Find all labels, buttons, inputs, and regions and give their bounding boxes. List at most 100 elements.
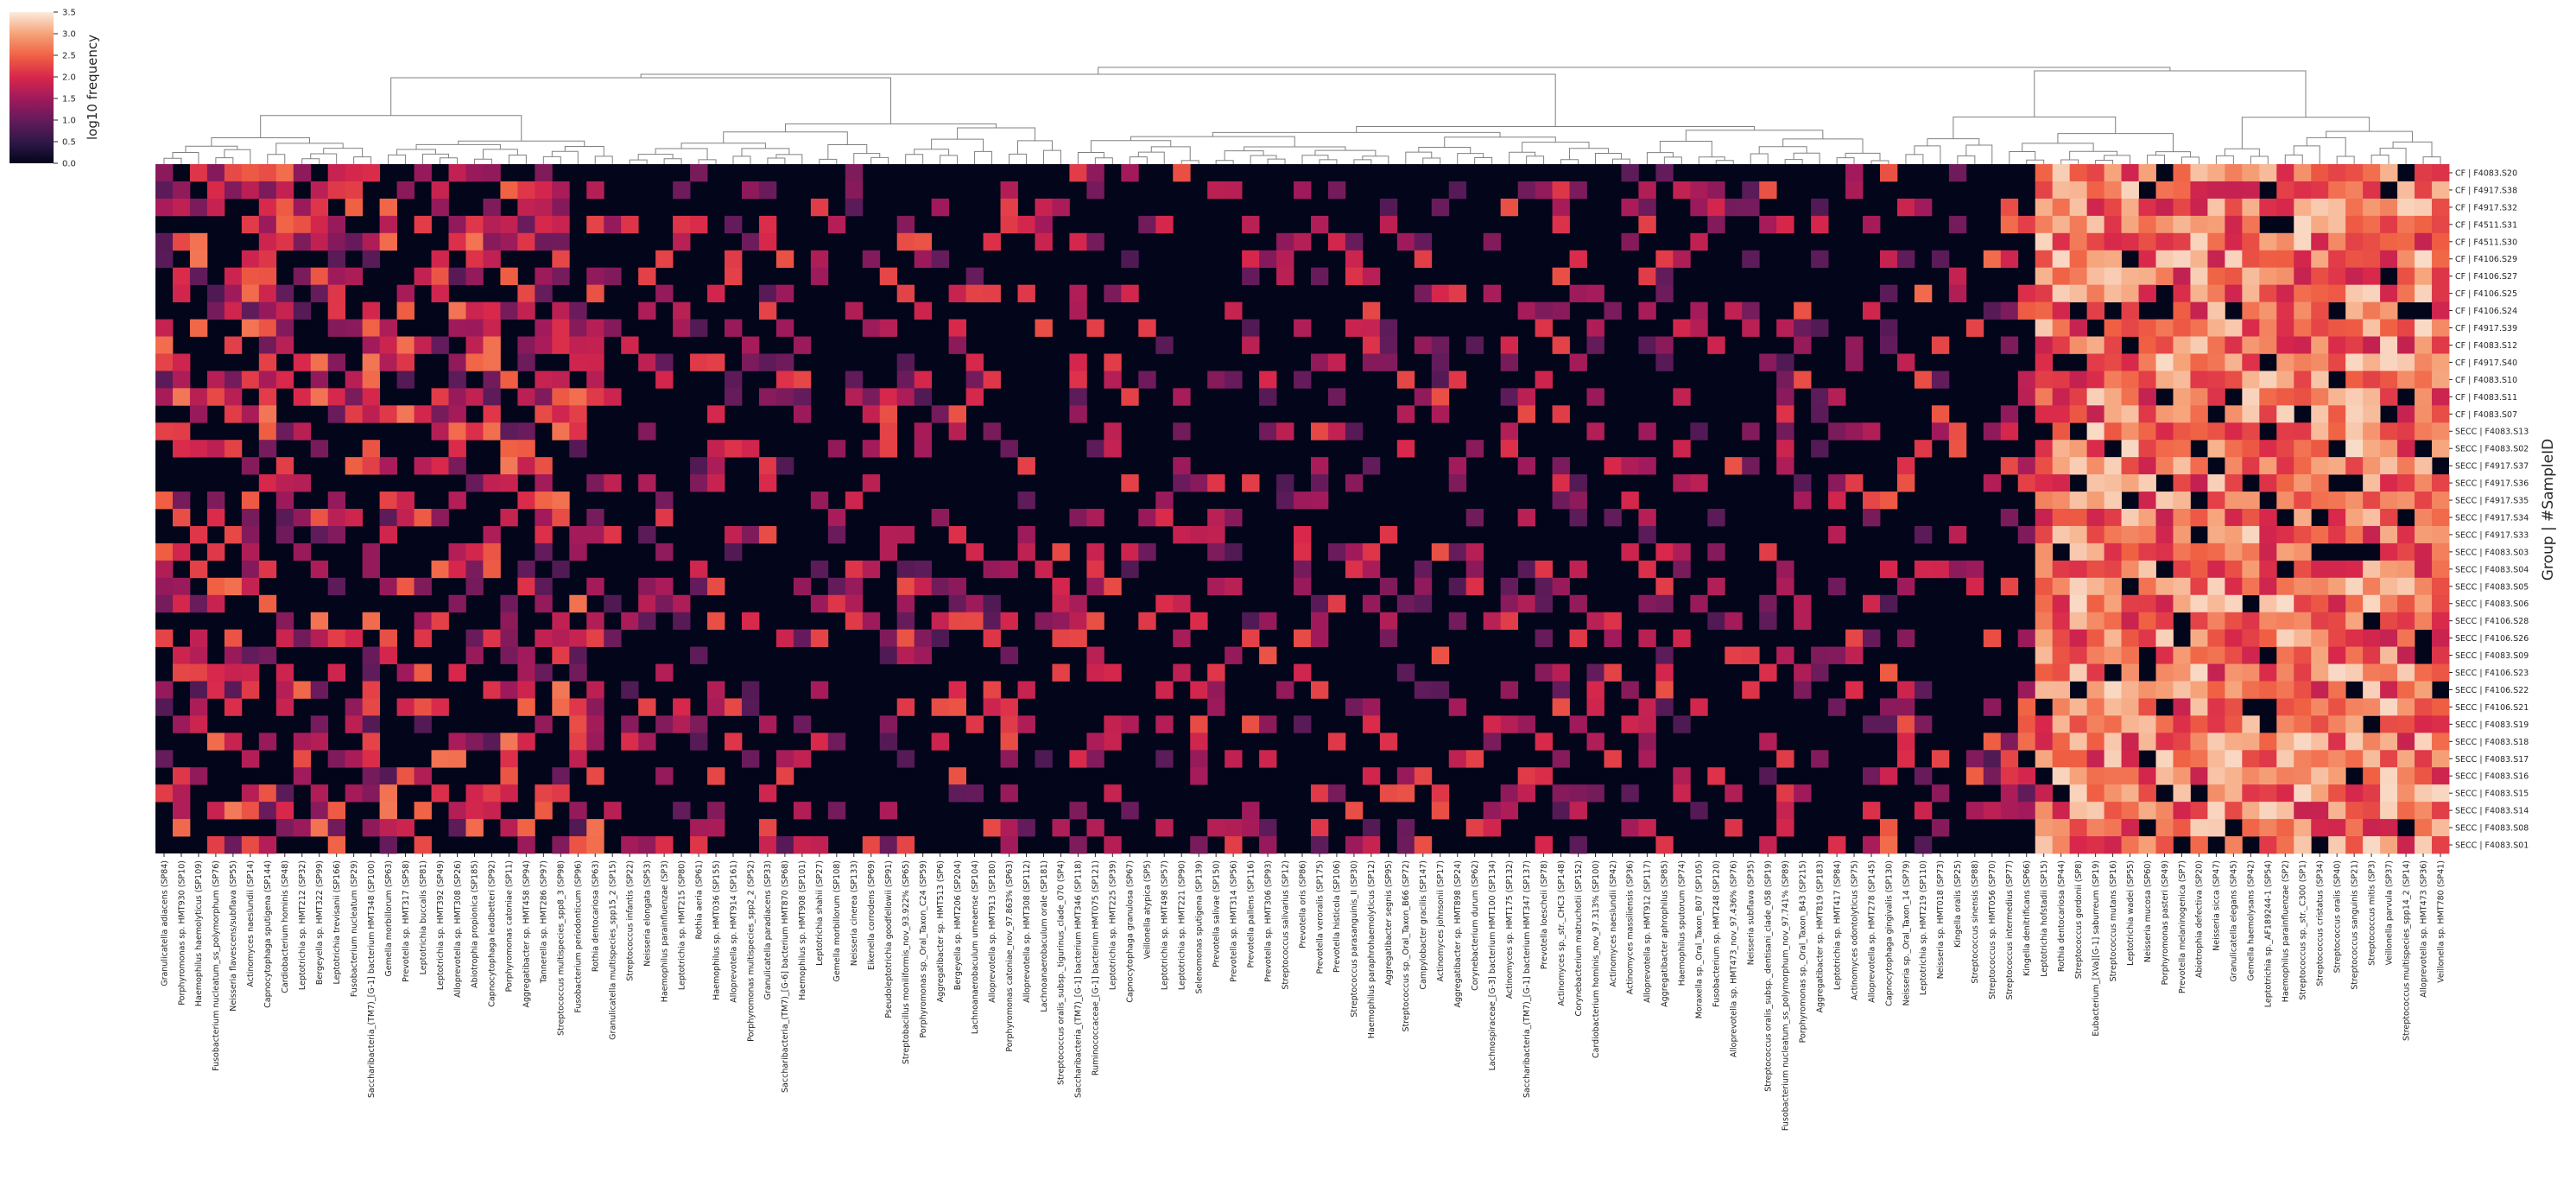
heatmap-cell bbox=[224, 525, 243, 544]
heatmap-cell bbox=[1500, 198, 1519, 217]
heatmap-cell bbox=[206, 164, 225, 182]
heatmap-cell bbox=[1707, 336, 1725, 354]
heatmap-cell bbox=[2242, 819, 2260, 837]
heatmap-cell bbox=[2173, 284, 2191, 302]
heatmap-cell bbox=[2086, 422, 2104, 441]
heatmap-cell bbox=[1294, 232, 1312, 251]
heatmap-cell bbox=[241, 560, 260, 579]
heatmap-cell bbox=[327, 836, 346, 854]
heatmap-cell bbox=[275, 698, 294, 716]
heatmap-cell bbox=[2294, 836, 2312, 854]
heatmap-cell bbox=[2242, 560, 2260, 579]
heatmap-cell bbox=[2173, 422, 2191, 441]
heatmap-cell bbox=[310, 802, 329, 820]
column-label: Aggregatibacter sp. HMT898 (SP24) bbox=[1453, 860, 1463, 1007]
heatmap-cell bbox=[2104, 181, 2122, 200]
heatmap-cell bbox=[2017, 215, 2036, 234]
heatmap-cell bbox=[879, 319, 898, 337]
heatmap-cell bbox=[379, 492, 397, 510]
heatmap-cell bbox=[483, 474, 501, 492]
heatmap-cell bbox=[1017, 542, 1035, 561]
heatmap-cell bbox=[1759, 594, 1777, 613]
heatmap-cell bbox=[2363, 646, 2381, 664]
heatmap-cell bbox=[758, 715, 777, 733]
heatmap-cell bbox=[2017, 457, 2036, 475]
heatmap-cell bbox=[327, 250, 346, 269]
heatmap-cell bbox=[948, 698, 966, 716]
heatmap-cell bbox=[2225, 612, 2243, 631]
heatmap-cell bbox=[2259, 612, 2277, 631]
heatmap-cell bbox=[1776, 422, 1794, 441]
heatmap-cell bbox=[258, 232, 277, 251]
heatmap-cell bbox=[1310, 267, 1329, 286]
heatmap-cell bbox=[1069, 750, 1087, 768]
heatmap-cell bbox=[1173, 164, 1191, 182]
column-label: Fusobacterium nucleatum (SP29) bbox=[350, 860, 359, 997]
heatmap-cell bbox=[569, 594, 587, 613]
heatmap-cell bbox=[155, 577, 174, 596]
heatmap-cell bbox=[2415, 405, 2433, 423]
dendrogram-link bbox=[775, 154, 803, 164]
heatmap-cell bbox=[1863, 422, 1881, 441]
heatmap-cell bbox=[2069, 525, 2088, 544]
heatmap-cell bbox=[2207, 715, 2225, 733]
heatmap-cell bbox=[172, 440, 191, 458]
heatmap-cell bbox=[362, 336, 381, 354]
heatmap-cell bbox=[2380, 698, 2398, 716]
heatmap-cell bbox=[1259, 371, 1277, 389]
heatmap-cell bbox=[758, 301, 777, 320]
heatmap-cell bbox=[2432, 422, 2450, 441]
heatmap-cell bbox=[2276, 371, 2294, 389]
heatmap-cell bbox=[914, 560, 933, 579]
heatmap-cell bbox=[2173, 164, 2191, 182]
column-label: Cardiobacterium hominis_nov_97.313% (SP1… bbox=[1592, 860, 1601, 1058]
heatmap-cell bbox=[2155, 612, 2174, 631]
heatmap-cell bbox=[2035, 784, 2054, 803]
heatmap-cell bbox=[275, 284, 294, 302]
heatmap-cell bbox=[569, 698, 587, 716]
heatmap-cell bbox=[172, 353, 191, 371]
heatmap-cell bbox=[2311, 733, 2329, 751]
heatmap-cell bbox=[206, 594, 225, 613]
heatmap-cell bbox=[896, 371, 915, 389]
heatmap-cell bbox=[258, 215, 277, 234]
dendrogram-link bbox=[1215, 160, 1234, 164]
heatmap-cell bbox=[1914, 440, 1933, 458]
heatmap-cell bbox=[379, 525, 397, 544]
heatmap-cell bbox=[2432, 525, 2450, 544]
dendrogram-link bbox=[1137, 151, 1165, 164]
heatmap-cell bbox=[1294, 319, 1312, 337]
heatmap-cell bbox=[1552, 577, 1570, 596]
heatmap-cell bbox=[1673, 181, 1691, 200]
heatmap-cell bbox=[2086, 681, 2104, 699]
heatmap-cell bbox=[2397, 284, 2415, 302]
heatmap-cell bbox=[2345, 560, 2364, 579]
heatmap-cell bbox=[2415, 750, 2433, 768]
heatmap-cell bbox=[2173, 577, 2191, 596]
heatmap-cell bbox=[1725, 198, 1743, 217]
heatmap-cell bbox=[741, 336, 760, 354]
heatmap-cell bbox=[1552, 181, 1570, 200]
heatmap-cell bbox=[310, 715, 329, 733]
heatmap-cell bbox=[2276, 232, 2294, 251]
heatmap-cell bbox=[2104, 474, 2122, 492]
dendrogram-link bbox=[2336, 155, 2355, 164]
heatmap-cell bbox=[1948, 525, 1967, 544]
heatmap-cell bbox=[1638, 509, 1656, 527]
heatmap-cell bbox=[2225, 663, 2243, 682]
heatmap-cell bbox=[1225, 371, 1243, 389]
heatmap-cell bbox=[310, 629, 329, 647]
heatmap-cell bbox=[396, 819, 415, 837]
heatmap-cell bbox=[535, 715, 553, 733]
heatmap-cell bbox=[1759, 542, 1777, 561]
heatmap-cell bbox=[2363, 353, 2381, 371]
heatmap-cell bbox=[2069, 802, 2088, 820]
heatmap-cell bbox=[725, 388, 743, 406]
heatmap-cell bbox=[1776, 457, 1794, 475]
heatmap-cell bbox=[2294, 612, 2312, 631]
heatmap-cell bbox=[1794, 784, 1812, 803]
heatmap-cell bbox=[206, 802, 225, 820]
heatmap-cell bbox=[1879, 164, 1898, 182]
heatmap-cell bbox=[155, 784, 174, 803]
heatmap-cell bbox=[2345, 612, 2364, 631]
